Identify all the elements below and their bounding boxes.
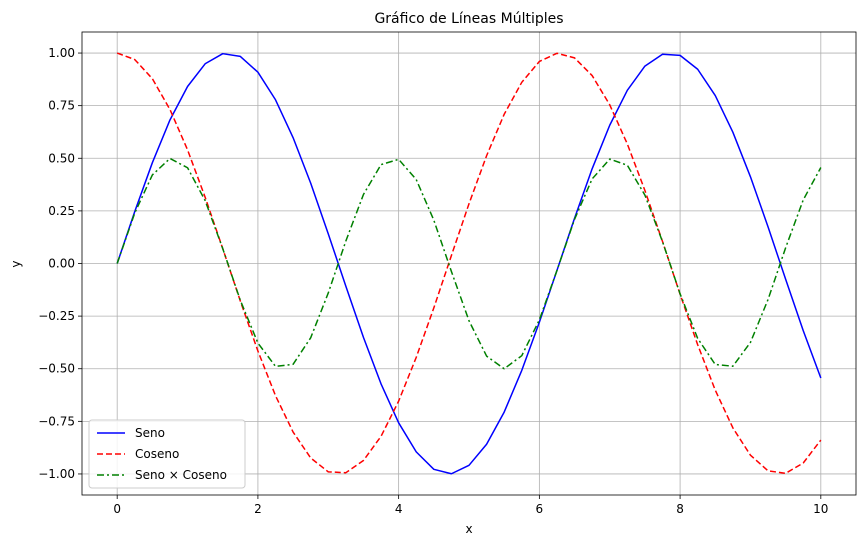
y-tick-label: −0.25 [38,309,75,323]
series-line-2 [116,52,822,475]
x-axis-label: x [465,522,472,536]
x-tick-label: 2 [254,502,262,516]
y-tick-label: −0.75 [38,414,75,428]
y-tick-label: −0.50 [38,362,75,376]
x-tick-label: 8 [676,502,684,516]
series-group [116,52,822,475]
x-tick-label: 10 [813,502,828,516]
y-tick-label: −1.00 [38,467,75,481]
y-tick-label: 0.25 [48,204,75,218]
legend-box [88,419,246,489]
legend: Seno Coseno Seno × Coseno [88,419,246,489]
series-line-3 [116,157,822,370]
y-tick-label: 0.00 [48,257,75,271]
legend-label: Seno × Coseno [135,468,227,482]
x-tick-label: 4 [395,502,403,516]
y-tick-label: 0.75 [48,99,75,113]
y-tick-label: 1.00 [48,46,75,60]
x-tick-label: 0 [113,502,121,516]
x-tick-label: 6 [536,502,544,516]
y-tick-label: 0.50 [48,151,75,165]
chart-title: Gráfico de Líneas Múltiples [374,11,563,27]
x-axis: 0 2 4 6 8 10 [113,495,828,516]
y-axis-label: y [9,260,23,267]
legend-label: Seno [135,426,165,440]
y-axis: −1.00 −0.75 −0.50 −0.25 0.00 0.25 0.50 0.75 1.00 [38,46,82,481]
legend-label: Coseno [135,447,179,461]
series-line-1 [116,52,822,475]
